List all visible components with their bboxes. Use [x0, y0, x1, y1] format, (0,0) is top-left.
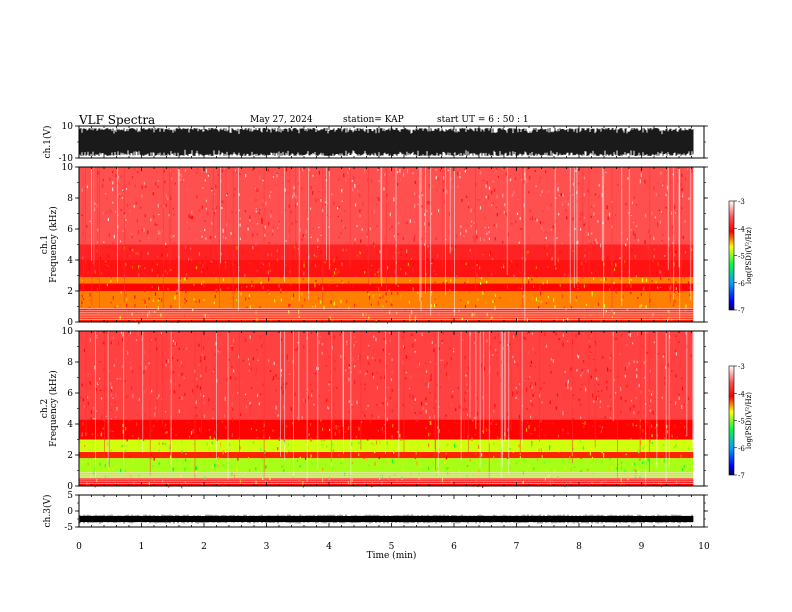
y-tick-label: -5: [64, 523, 73, 533]
y-tick-label: 5: [67, 491, 73, 501]
x-tick-label: 9: [639, 542, 645, 552]
colorbar-tick-label: -6: [738, 280, 745, 288]
y-tick-label: 4: [67, 420, 73, 430]
colorbar-tick-label: -7: [738, 472, 745, 480]
start-time-label: start UT = 6 : 50 : 1: [437, 115, 529, 125]
ch2-colorbar: -3 -4 -5 -6 -7 log(PSD)(V²/Hz): [728, 363, 753, 480]
y-axis-label: ch.1: [40, 235, 50, 254]
y-tick-label: 10: [62, 122, 74, 132]
y-axis-label: Frequency (kHz): [48, 370, 59, 447]
x-tick-label: 0: [76, 542, 82, 552]
y-tick-label: 4: [67, 256, 73, 266]
colorbar-label: log(PSD)(V²/Hz): [745, 392, 753, 449]
colorbar-tick-label: -6: [738, 445, 745, 453]
y-tick-label: 2: [67, 287, 73, 297]
spectrogram-image: [79, 167, 704, 325]
y-tick-label: 0: [67, 507, 73, 517]
colorbar-tick-label: -7: [738, 307, 745, 315]
ch1-waveform-trace: [79, 128, 694, 156]
chart-title: VLF Spectra: [79, 113, 156, 127]
x-tick-label: 1: [139, 542, 145, 552]
y-tick-label: 8: [67, 358, 73, 368]
y-axis-label: Frequency (kHz): [48, 206, 59, 283]
colorbar-tick-label: -3: [738, 363, 745, 371]
y-tick-label: 0: [67, 482, 73, 492]
colorbar-scale: [728, 365, 735, 476]
y-axis-label: ch.1(V): [42, 126, 53, 159]
y-tick-label: -10: [59, 154, 74, 164]
ch1-colorbar: -3 -4 -5 -6 -7 log(PSD)(V²/Hz): [728, 198, 753, 315]
x-tick-label: 4: [326, 542, 332, 552]
colorbar-tick-label: -3: [738, 198, 745, 206]
y-tick-label: 0: [67, 318, 73, 328]
ch3-waveform-trace: [80, 516, 694, 522]
y-tick-label: 6: [67, 225, 73, 235]
spectral-band: [79, 451, 694, 459]
spectrogram-image: [79, 331, 704, 489]
colorbar-tick-label: -5: [738, 253, 745, 261]
y-tick-label: 2: [67, 451, 73, 461]
ch2-spectrogram-panel: 0 2 4 6 8 10 ch.2 Frequency (kHz): [40, 327, 708, 492]
x-axis-label: Time (min): [367, 550, 417, 561]
x-tick-label: 7: [514, 542, 520, 552]
colorbar-tick-label: -4: [738, 225, 745, 233]
spectral-band: [79, 291, 694, 309]
colorbar-tick-label: -4: [738, 390, 745, 398]
y-tick-label: 10: [62, 327, 74, 337]
y-axis-label: ch.3(V): [42, 495, 53, 528]
colorbar-label: log(PSD)(V²/Hz): [745, 227, 753, 284]
y-axis-label: ch.2: [40, 399, 50, 418]
x-tick-label: 5: [389, 542, 395, 552]
station-label: station= KAP: [343, 115, 404, 125]
y-tick-label: 8: [67, 194, 73, 204]
x-tick-label: 10: [698, 542, 710, 552]
x-tick-label: 6: [451, 542, 457, 552]
x-tick-label: 2: [201, 542, 207, 552]
spectral-band: [79, 308, 694, 322]
colorbar-tick-label: -5: [738, 418, 745, 426]
spectral-band: [79, 439, 694, 452]
x-tick-label: 3: [264, 542, 270, 552]
date-label: May 27, 2024: [250, 115, 313, 125]
x-tick-label: 8: [576, 542, 582, 552]
y-tick-label: 6: [67, 389, 73, 399]
spectral-band: [79, 478, 694, 486]
colorbar-scale: [728, 200, 735, 311]
ch1-waveform-panel: 10 -10 ch.1(V): [42, 122, 708, 164]
ch1-spectrogram-panel: 0 2 4 6 8 10 ch.1 Frequency (kHz): [40, 163, 708, 328]
y-tick-label: 10: [62, 163, 74, 173]
spectral-band: [79, 458, 694, 479]
